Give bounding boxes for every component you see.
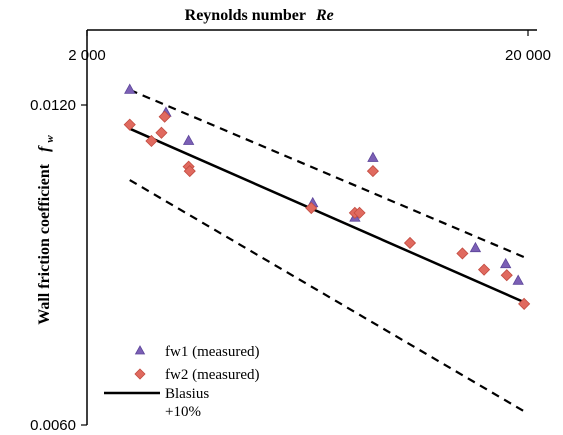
legend-diamond-marker bbox=[134, 368, 146, 380]
x-axis-symbol: Re bbox=[315, 7, 334, 24]
fw1-point bbox=[500, 257, 512, 269]
legend: fw1 (measured) fw2 (measured) Blasius +1… bbox=[104, 344, 260, 420]
fw1-point bbox=[124, 83, 136, 94]
fw2-point bbox=[403, 236, 417, 250]
y-axis-label-text: Wall friction coefficient bbox=[36, 163, 53, 325]
y-tick-label: 0.0060 bbox=[30, 417, 76, 434]
fw2-point bbox=[366, 164, 379, 178]
legend-label-plus10: +10% bbox=[165, 404, 201, 420]
fw2-point bbox=[456, 247, 469, 260]
fw1-point bbox=[512, 274, 524, 285]
fw2-point bbox=[123, 118, 136, 131]
y-axis-symbol: f bbox=[36, 145, 53, 152]
fw2-point bbox=[145, 134, 158, 148]
fw2-point bbox=[155, 126, 168, 139]
y-axis-label: Wall friction coefficient f w bbox=[36, 135, 56, 325]
fw2-point bbox=[183, 164, 196, 178]
fw1-point bbox=[469, 241, 482, 253]
blasius-line bbox=[129, 127, 529, 306]
legend-label-fw2: fw2 (measured) bbox=[165, 367, 260, 383]
fw2-point bbox=[353, 206, 366, 219]
fw2-point bbox=[500, 269, 513, 282]
fw2-point bbox=[158, 110, 171, 123]
legend-label-blasius: Blasius bbox=[165, 386, 209, 402]
fw2-point bbox=[477, 263, 491, 276]
y-tick-label: 0.0120 bbox=[30, 97, 76, 114]
legend-label-fw1: fw1 (measured) bbox=[165, 344, 260, 360]
fw1-point bbox=[367, 151, 379, 162]
fw2-point bbox=[305, 201, 318, 215]
lower-bound-line bbox=[129, 179, 529, 415]
x-axis-label: Reynolds number bbox=[185, 7, 306, 24]
x-tick-label: 20 000 bbox=[505, 47, 551, 64]
fw1-point bbox=[182, 134, 195, 145]
upper-bound-line bbox=[129, 88, 529, 260]
y-axis-symbol-subscript: w bbox=[44, 135, 56, 143]
x-tick-label: 2 000 bbox=[68, 47, 106, 64]
legend-triangle-marker bbox=[134, 345, 146, 355]
fw2-point bbox=[518, 297, 531, 310]
